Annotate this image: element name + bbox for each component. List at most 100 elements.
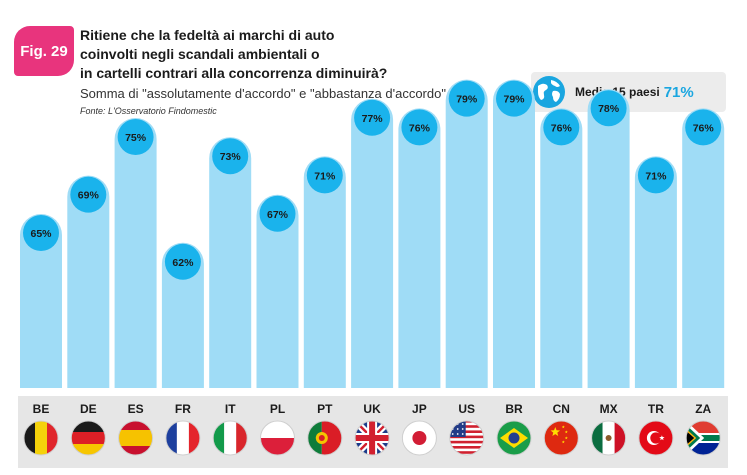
flag-brazil [497, 421, 531, 455]
value-bubble [637, 157, 674, 194]
flag-part [188, 421, 200, 455]
flag-part [176, 421, 189, 455]
data-label: 78% [598, 103, 620, 115]
flag-part [260, 421, 295, 438]
flag-mexico [591, 421, 626, 455]
flag-part [47, 421, 58, 455]
value-bubble [543, 109, 580, 146]
category-label: MX [600, 402, 618, 416]
flag-part [260, 438, 295, 455]
title-line: coinvolti negli scandali ambientali o [80, 46, 320, 62]
flag-border [165, 420, 201, 456]
data-label: 79% [503, 94, 525, 106]
data-label: 69% [78, 190, 100, 202]
data-label: 71% [314, 170, 336, 182]
flag-part [213, 421, 225, 455]
value-bubble [448, 80, 485, 117]
flag-turkey [638, 421, 673, 455]
bar [256, 194, 299, 388]
chart-source: Fonte: L'Osservatorio Findomestic [80, 106, 217, 116]
flag-part [449, 440, 484, 444]
flag-border [543, 420, 579, 456]
flag-poland [260, 421, 295, 455]
flag-border [23, 420, 59, 456]
flag-part [456, 433, 459, 435]
bar [634, 156, 677, 388]
category-label: TR [648, 402, 664, 416]
flag-part [165, 421, 177, 455]
flag-part [449, 430, 484, 433]
value-bubble [685, 109, 722, 146]
flag-part [236, 421, 248, 455]
value-bubble [259, 195, 296, 232]
flag-part [544, 421, 579, 455]
bar [303, 156, 346, 388]
bar [161, 242, 204, 388]
flag-part [508, 432, 520, 444]
flag-part [318, 435, 325, 441]
bar [114, 118, 157, 388]
chart-title: Ritiene che la fedeltà ai marchi di auto… [80, 26, 500, 83]
bar [493, 79, 535, 388]
data-label: 79% [456, 94, 478, 106]
flag-usa [449, 421, 484, 455]
category-label: ES [128, 402, 144, 416]
flag-spain [118, 421, 153, 455]
flag-part [686, 430, 695, 446]
figure-badge: Fig. 29 [14, 26, 74, 76]
category-label: JP [412, 402, 427, 416]
flag-part [451, 433, 454, 435]
flag-border [638, 420, 674, 456]
flag-part [449, 425, 484, 428]
value-bubble [496, 80, 532, 117]
flag-part [24, 421, 35, 455]
bar [587, 89, 630, 388]
flag-part [412, 431, 427, 445]
flag-italy [213, 421, 248, 455]
bar [682, 108, 725, 389]
flag-border [685, 420, 721, 456]
flag-part [561, 425, 565, 429]
flag-part [591, 421, 603, 455]
flag-part [456, 428, 459, 430]
data-label: 75% [125, 132, 147, 144]
bar [445, 79, 488, 388]
flag-border [260, 420, 295, 456]
flag-part [614, 421, 626, 455]
bar [20, 214, 62, 388]
flag-south-africa [686, 421, 721, 455]
category-label: PT [317, 402, 333, 416]
category-label: UK [363, 402, 381, 416]
flag-border [591, 420, 627, 456]
globe-icon [533, 76, 565, 108]
data-label: 76% [409, 122, 431, 134]
flag-belgium [24, 421, 58, 455]
flag-part [605, 435, 612, 441]
flag-part [307, 421, 322, 455]
flag-border [354, 420, 390, 456]
flag-part [659, 435, 665, 441]
flag-part [449, 451, 484, 454]
category-label: PL [270, 402, 285, 416]
data-label: 76% [693, 122, 715, 134]
bar [540, 108, 583, 389]
category-label: US [458, 402, 475, 416]
value-bubble [306, 157, 343, 194]
bar [398, 108, 441, 389]
value-bubble [23, 215, 59, 251]
value-bubble [117, 119, 154, 155]
flag-germany [71, 421, 106, 455]
chart-subtitle: Somma di "assolutamente d'accordo" e "ab… [80, 86, 446, 101]
flag-part [564, 430, 568, 434]
flag-border [118, 420, 154, 456]
category-label: FR [175, 402, 191, 416]
value-bubble [401, 109, 438, 146]
value-bubble [70, 176, 107, 213]
flag-part [321, 421, 342, 455]
flag-part [35, 421, 47, 455]
flag-part [449, 446, 484, 449]
flag-part [461, 433, 464, 435]
flag-part [561, 440, 565, 444]
flag-uk [355, 421, 390, 455]
